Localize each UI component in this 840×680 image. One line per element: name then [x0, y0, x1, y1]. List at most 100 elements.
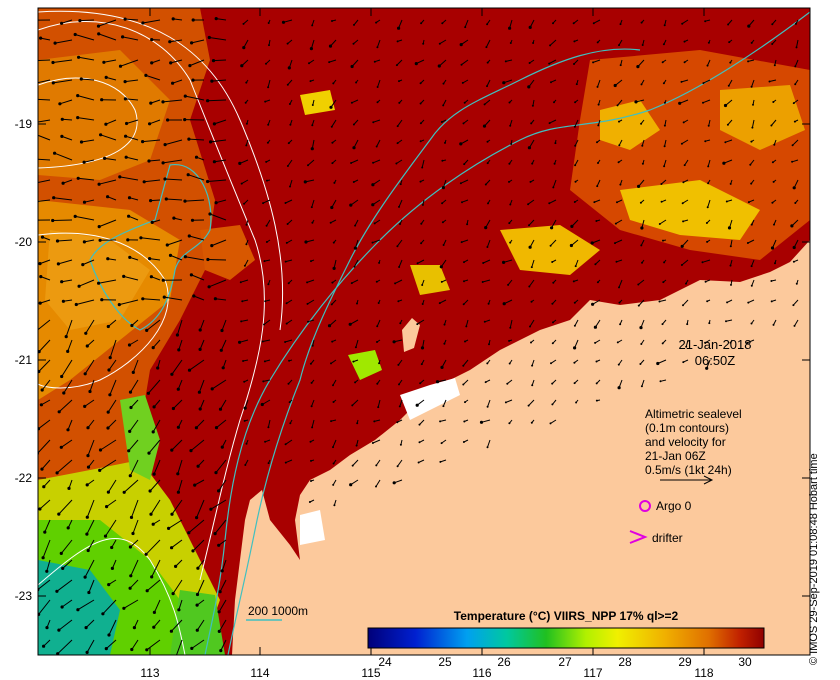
lon-label: 118: [694, 666, 714, 680]
velocity-arrow-head: [484, 183, 487, 186]
velocity-arrow-head: [40, 388, 44, 392]
velocity-arrow: [59, 99, 73, 105]
velocity-arrow: [681, 79, 689, 83]
velocity-arrow-head: [105, 505, 109, 509]
velocity-arrow-head: [189, 449, 193, 453]
velocity-arrow-head: [372, 161, 375, 164]
velocity-arrow-head: [106, 410, 110, 414]
velocity-arrow-head: [170, 448, 174, 452]
velocity-arrow-head: [662, 281, 665, 284]
velocity-arrow-head: [398, 101, 401, 104]
velocity-arrow: [142, 298, 161, 301]
velocity-arrow: [211, 379, 227, 390]
velocity-arrow-head: [483, 320, 486, 323]
velocity-arrow-head: [103, 534, 108, 538]
velocity-arrow-head: [207, 35, 211, 40]
velocity-arrow: [215, 298, 227, 301]
lon-label: 114: [250, 666, 270, 680]
velocity-arrow-head: [309, 47, 313, 51]
velocity-arrow: [78, 177, 95, 181]
velocity-arrow: [528, 399, 535, 406]
velocity-arrow-head: [218, 407, 223, 411]
velocity-arrow-head: [395, 64, 398, 67]
velocity-arrow-head: [60, 605, 64, 609]
velocity-arrow-head: [421, 203, 424, 206]
velocity-arrow-head: [439, 460, 442, 463]
velocity-arrow: [725, 319, 733, 322]
velocity-arrow: [98, 33, 117, 41]
velocity-arrow: [38, 439, 51, 454]
velocity-arrow: [396, 59, 403, 66]
velocity-arrow-head: [573, 63, 575, 65]
velocity-arrow-head: [122, 274, 126, 278]
velocity-arrow: [592, 59, 601, 63]
velocity-arrow-head: [375, 485, 377, 488]
velocity-arrow-head: [573, 40, 576, 43]
velocity-arrow: [374, 219, 381, 224]
velocity-arrow-head: [310, 206, 313, 209]
velocity-arrow-head: [659, 380, 662, 383]
velocity-arrow-head: [486, 85, 488, 88]
altimetry-note-line: 21-Jan 06Z: [645, 449, 706, 463]
velocity-arrow: [487, 439, 491, 448]
velocity-arrow-head: [170, 512, 174, 516]
velocity-arrow: [38, 179, 51, 183]
velocity-arrow-head: [531, 384, 534, 387]
velocity-arrow: [39, 259, 51, 265]
velocity-arrow-head: [443, 323, 446, 326]
velocity-arrow-head: [483, 103, 486, 106]
velocity-arrow: [129, 579, 139, 589]
velocity-arrow-head: [156, 366, 160, 370]
velocity-arrow-head: [377, 302, 380, 304]
velocity-arrow-head: [530, 122, 533, 125]
velocity-arrow: [152, 339, 161, 348]
velocity-arrow-head: [309, 80, 312, 83]
velocity-arrow-head: [57, 512, 61, 516]
velocity-arrow: [353, 119, 359, 125]
velocity-arrow-head: [329, 105, 333, 109]
velocity-arrow-head: [508, 222, 511, 225]
velocity-arrow-head: [397, 363, 400, 366]
velocity-arrow: [41, 459, 51, 470]
velocity-arrow: [394, 279, 403, 284]
velocity-arrow-head: [730, 283, 732, 286]
velocity-arrow-head: [683, 164, 686, 167]
velocity-arrow-head: [304, 240, 308, 244]
velocity-arrow: [207, 99, 227, 102]
velocity-arrow-head: [702, 82, 705, 85]
velocity-arrow-head: [60, 21, 64, 25]
velocity-arrow: [728, 79, 733, 86]
velocity-arrow-head: [729, 245, 732, 248]
velocity-arrow: [196, 419, 205, 429]
velocity-arrow: [148, 439, 161, 454]
velocity-arrow-head: [508, 101, 511, 104]
velocity-arrow-head: [86, 465, 91, 469]
velocity-arrow-head: [166, 118, 170, 122]
velocity-arrow-head: [551, 261, 554, 263]
lat-label: -21: [14, 353, 32, 367]
velocity-arrow-head: [354, 346, 357, 349]
velocity-arrow-head: [284, 260, 287, 263]
velocity-arrow: [505, 59, 513, 62]
velocity-arrow-head: [726, 301, 729, 304]
velocity-arrow-head: [597, 162, 599, 164]
velocity-arrow: [105, 119, 117, 125]
velocity-arrow-head: [437, 64, 441, 68]
colorbar: [367, 627, 765, 649]
credit-text: © IMOS 29-Sep-2019 01:08:48 Hobart time: [808, 453, 820, 665]
velocity-arrow-head: [442, 244, 445, 246]
velocity-arrow-head: [573, 361, 576, 364]
velocity-arrow: [128, 215, 139, 221]
velocity-arrow-head: [420, 242, 423, 245]
velocity-arrow-head: [220, 328, 224, 333]
velocity-arrow-head: [67, 486, 71, 490]
velocity-arrow-head: [794, 65, 797, 68]
velocity-arrow: [197, 559, 205, 569]
velocity-arrow-head: [191, 78, 195, 82]
velocity-arrow-head: [641, 144, 644, 147]
velocity-arrow-head: [286, 223, 289, 225]
velocity-arrow: [41, 379, 51, 391]
sst-sw-green3: [170, 590, 225, 655]
velocity-arrow-head: [397, 300, 400, 303]
velocity-arrow-head: [440, 121, 443, 123]
